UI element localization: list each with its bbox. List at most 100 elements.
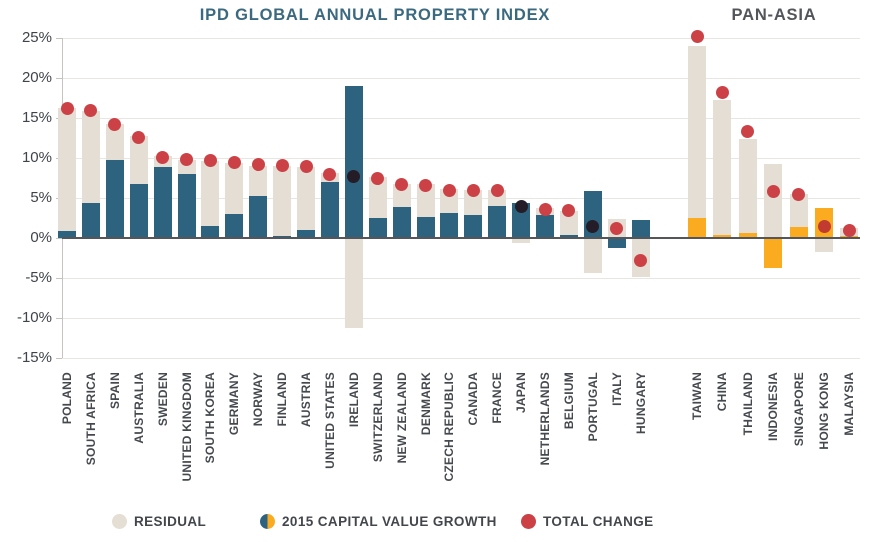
x-axis-label-sweden: SWEDEN [155, 372, 170, 427]
bar-capital-value-growth-poland [58, 230, 76, 238]
x-axis-label-united-kingdom: UNITED KINGDOM [179, 372, 194, 482]
gridline--15 [62, 358, 860, 359]
gridline--10 [62, 318, 860, 319]
x-axis-label-italy: ITALY [609, 372, 624, 406]
pan-asia-title: PAN-ASIA [731, 6, 817, 24]
x-axis-label-switzerland: SWITZERLAND [370, 372, 385, 463]
dot-total-change-thailand [741, 125, 755, 139]
legend-item-total-change: TOTAL CHANGE [521, 514, 654, 529]
bar-residual-indonesia [764, 163, 783, 238]
y-axis-label: -10% [16, 309, 52, 326]
y-axis-tick [56, 78, 62, 79]
bar-capital-value-growth-china [713, 234, 732, 238]
dot-total-change-malaysia [842, 223, 856, 237]
y-axis-tick [56, 278, 62, 279]
bar-capital-value-growth-canada [464, 214, 483, 238]
gridline-15 [62, 118, 860, 119]
bar-capital-value-growth-sweden [153, 166, 172, 238]
bar-capital-value-growth-singapore [789, 226, 808, 238]
x-axis-label-australia: AUSTRALIA [131, 372, 146, 444]
bar-capital-value-growth-denmark [416, 217, 435, 238]
x-axis-label-new-zealand: NEW ZEALAND [394, 372, 409, 464]
bar-capital-value-growth-indonesia [764, 238, 783, 269]
dot-total-change-norway [251, 157, 265, 171]
bar-residual-finland [273, 166, 292, 236]
y-axis-tick [56, 358, 62, 359]
legend-label-capital-value-growth: 2015 CAPITAL VALUE GROWTH [282, 514, 497, 529]
dot-total-change-germany [227, 156, 241, 170]
dot-total-change-united-kingdom [180, 153, 193, 167]
bar-residual-ireland [344, 238, 363, 329]
bar-residual-spain [105, 123, 124, 161]
bar-residual-japan [512, 238, 531, 243]
gridline-5 [62, 198, 860, 199]
dot-total-change-south-korea [203, 153, 217, 167]
dot-total-change-indonesia [766, 185, 780, 199]
gridline-10 [62, 158, 860, 159]
bar-capital-value-growth-austria [297, 230, 315, 238]
y-axis-label: 0% [30, 229, 52, 246]
bar-residual-austria [297, 166, 315, 230]
x-axis-label-taiwan: TAIWAN [690, 372, 704, 420]
x-axis-label-czech-republic: CZECH REPUBLIC [442, 372, 457, 482]
dot-total-change-belgium [562, 204, 576, 218]
bar-residual-south-korea [201, 161, 220, 226]
x-axis-label-thailand: THAILAND [740, 372, 755, 436]
x-axis-label-poland: POLAND [60, 372, 74, 425]
bar-capital-value-growth-spain [105, 160, 124, 238]
x-axis-label-singapore: SINGAPORE [791, 372, 806, 447]
legend-item-residual: RESIDUAL [112, 514, 206, 529]
dot-total-change-japan [514, 200, 528, 214]
bar-capital-value-growth-italy [607, 238, 626, 248]
y-axis-tick [56, 238, 62, 239]
bar-residual-denmark [416, 184, 435, 218]
bar-residual-canada [464, 190, 483, 215]
dot-total-change-singapore [792, 187, 806, 201]
dot-total-change-switzerland [371, 171, 385, 185]
bar-residual-hong-kong [815, 238, 833, 252]
legend-item-capital-value-growth: 2015 CAPITAL VALUE GROWTH [260, 514, 497, 529]
bar-capital-value-growth-france [488, 206, 507, 238]
x-axis-label-hungary: HUNGARY [633, 372, 648, 434]
dot-total-change-portugal [586, 219, 600, 233]
x-axis-label-ireland: IRELAND [346, 372, 361, 428]
dot-total-change-italy [610, 221, 624, 235]
bar-residual-taiwan [688, 46, 706, 218]
dot-total-change-austria [299, 159, 313, 173]
gridline--5 [62, 278, 860, 279]
dot-total-change-south-africa [84, 103, 98, 117]
dot-total-change-hong-kong [817, 219, 831, 233]
x-axis-label-norway: NORWAY [251, 372, 266, 427]
bar-residual-switzerland [368, 177, 387, 218]
y-axis-label: -5% [25, 269, 52, 286]
y-axis-tick [56, 318, 62, 319]
dot-total-change-poland [60, 101, 74, 115]
x-axis-label-belgium: BELGIUM [561, 372, 576, 430]
bar-capital-value-growth-finland [273, 235, 292, 238]
bar-residual-poland [58, 108, 76, 231]
dot-total-change-canada [466, 184, 480, 198]
dot-total-change-finland [275, 158, 289, 172]
bar-capital-value-growth-south-korea [201, 226, 220, 238]
x-axis-label-finland: FINLAND [275, 372, 290, 427]
bar-capital-value-growth-thailand [738, 233, 757, 238]
y-axis-label: 25% [21, 29, 52, 46]
bar-capital-value-growth-new-zealand [392, 206, 411, 238]
x-axis-label-spain: SPAIN [107, 372, 122, 410]
dot-total-change-ireland [347, 169, 361, 183]
dot-total-change-new-zealand [395, 177, 409, 191]
bar-residual-portugal [583, 238, 602, 274]
y-axis-label: -15% [16, 349, 52, 366]
legend-label-total-change: TOTAL CHANGE [543, 514, 654, 529]
x-axis-label-japan: JAPAN [514, 372, 529, 414]
dot-total-change-united-states [323, 168, 337, 182]
bar-capital-value-growth-hungary [631, 220, 650, 238]
x-axis-label-netherlands: NETHERLANDS [538, 372, 552, 466]
x-axis-label-china: CHINA [715, 372, 730, 412]
residual-swatch-icon [112, 514, 127, 529]
dot-total-change-australia [132, 130, 146, 144]
bar-capital-value-growth-norway [249, 195, 268, 238]
bar-capital-value-growth-switzerland [368, 218, 387, 238]
total-change-swatch-icon [521, 514, 536, 529]
